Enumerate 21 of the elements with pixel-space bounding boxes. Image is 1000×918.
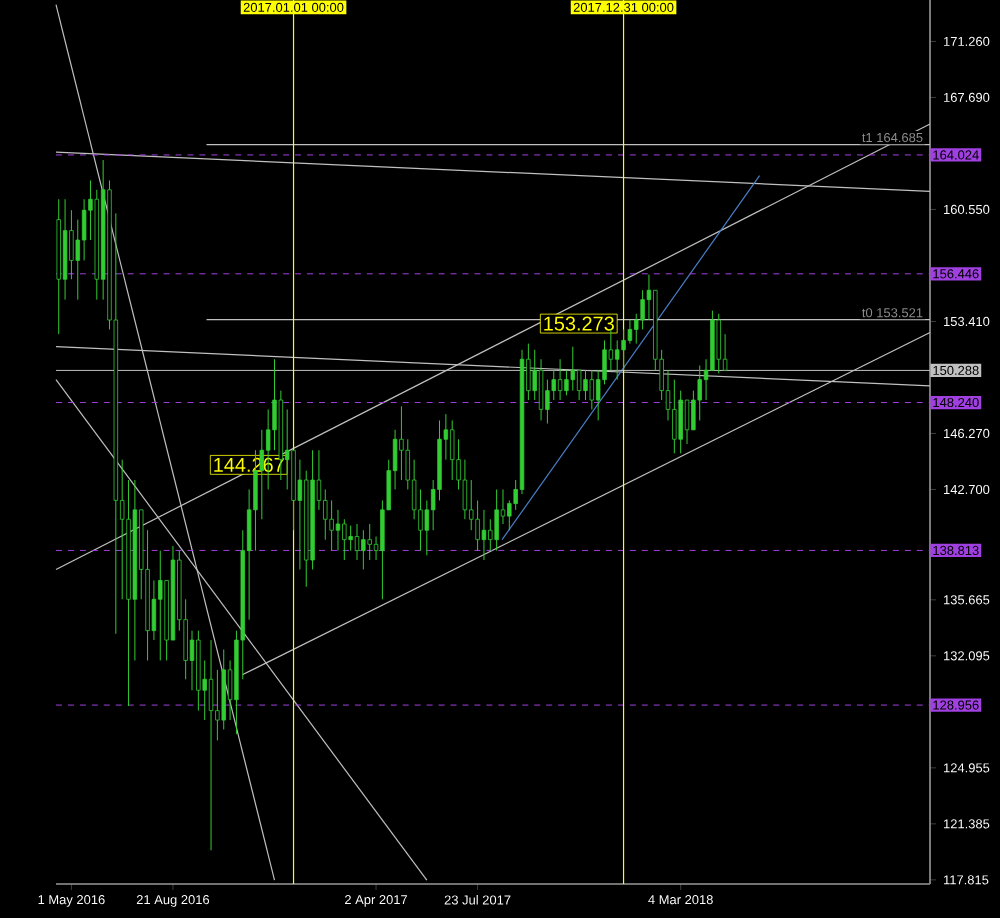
candlestick (481, 509, 487, 561)
candlestick (589, 369, 595, 410)
candlestick (716, 313, 721, 374)
candlestick (494, 488, 499, 552)
candlestick (399, 405, 404, 481)
candlestick (557, 358, 563, 401)
candlestick (335, 509, 341, 552)
candlestick (361, 529, 366, 570)
candlestick (354, 523, 360, 561)
candlestick (576, 369, 582, 401)
annotation: 153.273 (544, 316, 614, 331)
candlestick (367, 523, 372, 561)
candlestick (570, 346, 575, 392)
candlestick (684, 399, 690, 445)
candlestick (538, 358, 544, 421)
candlestick (208, 639, 214, 851)
candlestick (342, 518, 347, 561)
candlestick (449, 419, 455, 481)
candlestick (158, 550, 163, 661)
candlestick (348, 525, 353, 552)
candlestick (583, 369, 588, 401)
